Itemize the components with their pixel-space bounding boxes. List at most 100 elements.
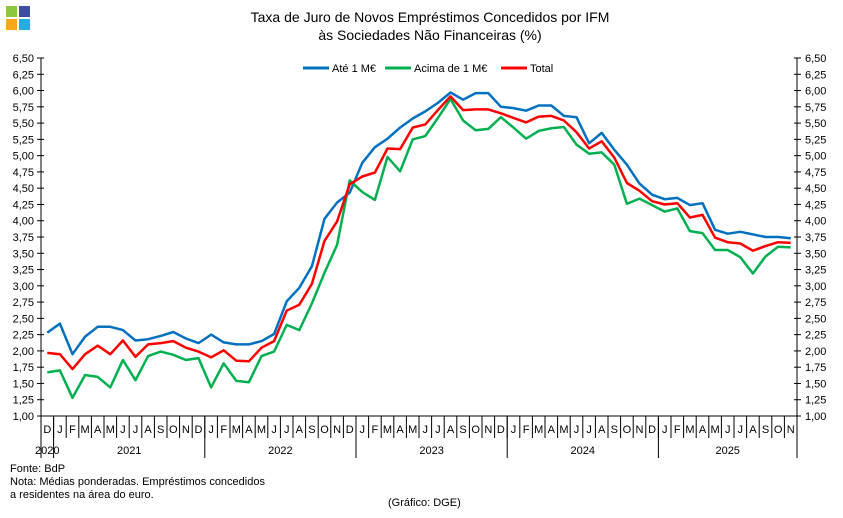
y-tick-label-right: 3,75 [805, 232, 826, 244]
y-tick-label-right: 4,50 [805, 183, 826, 195]
x-tick-label-month: S [611, 424, 618, 436]
y-tick-label-left: 4,75 [13, 167, 34, 179]
x-tick-label-month: M [534, 424, 543, 436]
x-tick-label-month: J [284, 424, 290, 436]
x-tick-label-month: J [511, 424, 517, 436]
y-tick-label-right: 4,75 [805, 167, 826, 179]
chart-title-line1: Taxa de Juro de Novos Empréstimos Conced… [250, 9, 610, 25]
x-tick-label-month: J [725, 424, 731, 436]
x-tick-label-year: 2022 [268, 445, 292, 457]
y-tick-label-left: 6,00 [13, 86, 34, 98]
x-tick-label-month: M [81, 424, 90, 436]
graphic-credit: (Gráfico: DGE) [388, 497, 461, 509]
y-tick-label-right: 1,00 [805, 411, 826, 423]
x-tick-label-month: A [144, 424, 152, 436]
x-tick-label-month: O [471, 424, 480, 436]
y-tick-label-right: 5,50 [805, 118, 826, 130]
legend-label-2: Total [530, 63, 553, 75]
x-tick-label-month: M [383, 424, 392, 436]
legend-label-1: Acima de 1 M€ [414, 63, 487, 75]
y-tick-label-left: 3,00 [13, 281, 34, 293]
x-tick-label-month: A [245, 424, 253, 436]
x-tick-label-month: S [308, 424, 315, 436]
x-tick-label-month: J [208, 424, 214, 436]
y-tick-label-right: 5,25 [805, 134, 826, 146]
x-tick-label-month: S [157, 424, 164, 436]
y-tick-label-right: 1,75 [805, 362, 826, 374]
x-tick-label-month: D [346, 424, 354, 436]
x-tick-label-month: J [133, 424, 139, 436]
y-tick-label-right: 5,75 [805, 102, 826, 114]
x-tick-label-month: O [169, 424, 178, 436]
y-tick-label-right: 6,25 [805, 69, 826, 81]
footnote-line2: a residentes na área do euro. [10, 489, 154, 501]
x-tick-label-month: J [738, 424, 744, 436]
y-tick-label-right: 2,50 [805, 313, 826, 325]
x-tick-label-year: 2021 [117, 445, 141, 457]
y-tick-label-left: 4,00 [13, 216, 34, 228]
x-tick-label-month: J [574, 424, 580, 436]
y-tick-label-left: 4,25 [13, 199, 34, 211]
x-tick-label-month: A [447, 424, 455, 436]
x-tick-label-month: N [484, 424, 492, 436]
y-tick-label-left: 6,25 [13, 69, 34, 81]
x-tick-label-month: F [674, 424, 681, 436]
y-tick-label-left: 1,50 [13, 378, 34, 390]
x-tick-label-month: M [408, 424, 417, 436]
y-tick-label-right: 4,25 [805, 199, 826, 211]
x-tick-label-month: D [43, 424, 51, 436]
x-tick-label-month: D [648, 424, 656, 436]
y-tick-label-left: 1,25 [13, 395, 34, 407]
y-tick-label-left: 2,00 [13, 346, 34, 358]
y-tick-label-left: 1,00 [13, 411, 34, 423]
x-tick-label-month: J [586, 424, 592, 436]
y-tick-label-right: 1,25 [805, 395, 826, 407]
x-tick-label-year: 2025 [715, 445, 739, 457]
y-tick-label-left: 1,75 [13, 362, 34, 374]
x-tick-label-year: 2020 [35, 445, 59, 457]
x-tick-label-month: N [787, 424, 795, 436]
y-tick-label-left: 2,75 [13, 297, 34, 309]
y-tick-label-right: 3,25 [805, 265, 826, 277]
x-tick-label-month: A [749, 424, 757, 436]
y-tick-label-left: 5,25 [13, 134, 34, 146]
x-tick-label-month: A [396, 424, 404, 436]
y-tick-label-left: 5,00 [13, 151, 34, 163]
x-tick-label-month: A [598, 424, 606, 436]
logo [6, 6, 32, 32]
x-tick-label-month: M [685, 424, 694, 436]
y-tick-label-right: 2,00 [805, 346, 826, 358]
x-tick-label-month: J [662, 424, 668, 436]
x-tick-label-month: O [320, 424, 329, 436]
x-tick-label-month: A [699, 424, 707, 436]
x-tick-label-month: J [271, 424, 277, 436]
y-tick-label-left: 3,25 [13, 265, 34, 277]
x-tick-label-month: A [296, 424, 304, 436]
x-tick-label-month: F [372, 424, 379, 436]
legend-label-0: Até 1 M€ [332, 63, 376, 75]
x-tick-label-month: M [232, 424, 241, 436]
x-tick-label-month: D [497, 424, 505, 436]
x-tick-label-year: 2024 [571, 445, 595, 457]
x-tick-label-month: F [523, 424, 530, 436]
y-tick-label-right: 5,00 [805, 151, 826, 163]
y-tick-label-left: 3,50 [13, 248, 34, 260]
series-line-0 [46, 91, 791, 356]
x-tick-label-month: J [423, 424, 429, 436]
y-tick-label-right: 6,00 [805, 86, 826, 98]
y-tick-label-right: 3,00 [805, 281, 826, 293]
x-tick-label-month: D [195, 424, 203, 436]
x-tick-label-month: J [120, 424, 126, 436]
x-tick-label-month: O [774, 424, 783, 436]
footnote-line1: Nota: Médias ponderadas. Empréstimos con… [10, 476, 265, 488]
x-tick-label-month: N [333, 424, 341, 436]
x-tick-label-month: M [257, 424, 266, 436]
x-tick-label-month: F [69, 424, 76, 436]
y-tick-label-right: 2,25 [805, 330, 826, 342]
y-tick-label-right: 1,50 [805, 378, 826, 390]
x-tick-label-month: F [220, 424, 227, 436]
x-tick-label-month: N [636, 424, 644, 436]
x-tick-label-month: S [762, 424, 769, 436]
